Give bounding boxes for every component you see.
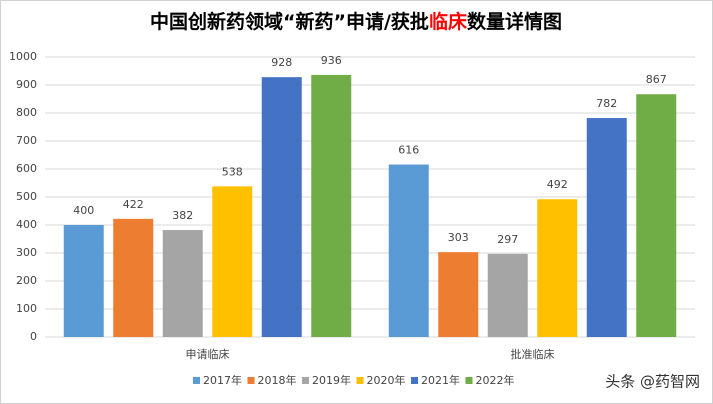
data-label: 538: [222, 165, 243, 178]
title-part: 临床: [429, 10, 467, 33]
bar: [162, 230, 203, 337]
y-tick-label: 200: [16, 274, 37, 287]
bar: [261, 77, 302, 337]
y-tick-label: 800: [16, 106, 37, 119]
title-part: 数量详情图: [467, 10, 562, 33]
title-part: 中国创新药领域“新药”申请/获批: [150, 10, 429, 33]
bar: [636, 94, 677, 338]
chart-title: 中国创新药领域“新药”申请/获批临床数量详情图: [150, 10, 562, 33]
legend-label: 2022年: [476, 373, 515, 387]
bar: [63, 225, 104, 337]
data-label: 616: [398, 144, 419, 157]
data-label: 382: [172, 209, 193, 222]
bar: [487, 253, 528, 337]
data-label: 400: [73, 204, 94, 217]
y-tick-label: 0: [30, 330, 37, 343]
data-label: 782: [596, 97, 617, 110]
bar: [586, 118, 627, 337]
x-tick-label: 申请临床: [186, 347, 230, 361]
y-tick-label: 700: [16, 134, 37, 147]
bar: [311, 74, 352, 338]
y-tick-label: 400: [16, 218, 37, 231]
y-tick-label: 100: [16, 302, 37, 315]
y-tick-label: 600: [16, 162, 37, 175]
bar: [388, 164, 429, 337]
data-label: 297: [497, 233, 518, 246]
legend-label: 2017年: [203, 373, 242, 387]
legend-label: 2018年: [258, 373, 297, 387]
legend-label: 2021年: [421, 373, 460, 387]
watermark: 头条 @药智网: [605, 373, 700, 391]
y-tick-label: 900: [16, 78, 37, 91]
data-label: 422: [123, 198, 144, 211]
legend-swatch: [411, 377, 418, 384]
data-label: 867: [646, 73, 667, 86]
data-label: 492: [547, 178, 568, 191]
bar: [113, 218, 154, 337]
legend-swatch: [465, 377, 473, 384]
y-tick-label: 300: [16, 246, 37, 259]
y-tick-label: 1000: [9, 50, 37, 63]
data-label: 303: [448, 231, 469, 244]
data-label: 928: [271, 56, 292, 69]
y-tick-label: 500: [16, 190, 37, 203]
bar: [212, 186, 253, 337]
legend-label: 2020年: [367, 373, 406, 387]
legend-swatch: [247, 377, 255, 384]
bar: [537, 199, 578, 337]
legend-swatch: [193, 377, 200, 384]
data-label: 936: [321, 54, 342, 67]
legend-swatch: [356, 377, 364, 384]
legend-swatch: [302, 377, 309, 384]
legend-label: 2019年: [312, 373, 351, 387]
x-tick-label: 批准临床: [511, 347, 555, 361]
bar: [438, 252, 479, 337]
